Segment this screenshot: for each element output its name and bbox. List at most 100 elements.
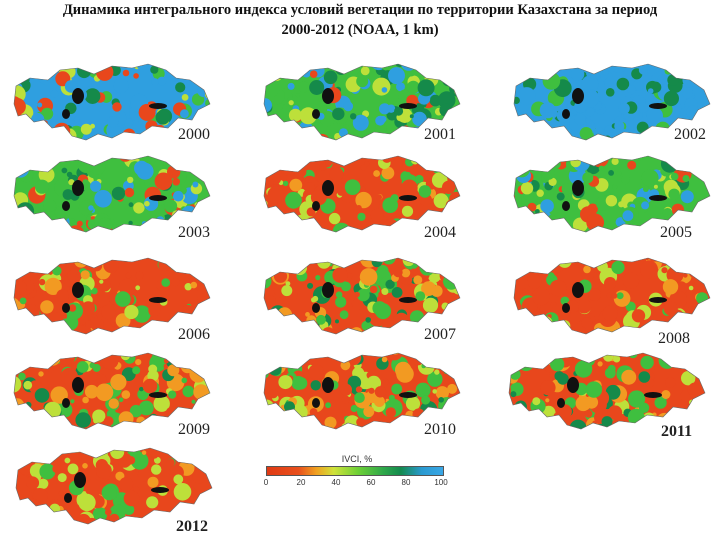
vegetation-patch [437,91,456,109]
vegetation-patch [678,156,690,164]
vegetation-patch [266,326,284,334]
vegetation-patch [16,451,22,464]
vegetation-patch [530,261,541,272]
vegetation-patch [35,215,50,230]
legend-title: IVCI, % [341,454,373,464]
vegetation-patch [208,188,210,200]
vegetation-patch [306,64,312,66]
water-body [322,377,334,393]
vegetation-patch [324,416,337,429]
vegetation-patch [30,314,44,327]
vegetation-patch [30,328,38,334]
vegetation-patch [22,263,34,275]
legend-tick: 40 [331,478,341,487]
vegetation-patch [39,449,48,458]
kazakhstan-map-2010 [263,352,461,430]
vegetation-patch [52,266,62,276]
vegetation-patch [57,473,67,483]
vegetation-patch [518,161,526,169]
vegetation-patch [701,55,705,59]
vegetation-patch [200,358,210,376]
vegetation-patch [524,322,541,334]
vegetation-patch [66,171,73,178]
vegetation-patch [542,72,561,90]
country-border [263,155,461,233]
vegetation-patch [593,64,601,67]
vegetation-patch [374,386,387,398]
vegetation-patch [105,508,112,516]
vegetation-patch [266,267,274,275]
map-2009: 2009 [8,345,218,441]
vegetation-patch [264,119,276,133]
vegetation-patch [415,156,426,162]
vegetation-patch [432,56,437,61]
vegetation-patch [4,386,14,396]
vegetation-patch [447,113,452,119]
vegetation-patch [118,51,130,63]
vegetation-patch [312,295,319,302]
vegetation-patch [613,290,631,307]
map-2006: 2006 [8,250,218,346]
vegetation-patch [34,319,53,334]
vegetation-patch [529,258,545,261]
vegetation-patch [288,108,302,122]
kazakhstan-map-2002 [513,55,711,141]
vegetation-patch [514,96,520,105]
vegetation-patch [45,353,61,366]
vegetation-patch [277,199,286,208]
vegetation-patch [346,250,352,256]
vegetation-patch [208,314,210,321]
vegetation-patch [84,478,103,497]
kazakhstan-map-2008 [513,257,711,335]
country-border [13,257,211,335]
vegetation-patch [700,73,707,80]
vegetation-patch [289,64,295,70]
vegetation-patch [514,132,525,140]
vegetation-patch [393,258,404,260]
legend-tick: 60 [366,478,376,487]
vegetation-patch [107,116,119,128]
water-body [649,103,667,109]
vegetation-patch [33,329,46,334]
vegetation-patch [14,324,19,334]
kazakhstan-map-2003 [13,155,211,233]
vegetation-patch [68,304,77,312]
vegetation-patch [514,423,526,429]
vegetation-patch [631,309,646,323]
vegetation-patch [400,127,407,133]
vegetation-patch [140,325,147,332]
vegetation-patch [457,374,460,379]
vegetation-patch [190,64,200,73]
vegetation-patch [14,258,27,271]
vegetation-patch [585,395,599,409]
vegetation-patch [39,156,48,157]
vegetation-patch [661,267,668,274]
vegetation-patch [192,469,206,484]
legend-color-ramp [266,466,444,476]
vegetation-patch [434,369,440,375]
vegetation-patch [354,392,365,403]
vegetation-patch [417,79,435,97]
vegetation-patch [264,98,272,113]
vegetation-patch [14,165,18,180]
vegetation-patch [677,265,683,271]
vegetation-patch [184,157,201,174]
vegetation-patch [658,353,676,369]
vegetation-patch [393,312,410,330]
vegetation-patch [271,404,278,411]
vegetation-patch [52,464,61,473]
water-body [149,103,167,109]
vegetation-patch [535,209,540,214]
vegetation-patch [411,268,416,273]
vegetation-patch [549,279,567,297]
vegetation-patch [539,316,553,329]
vegetation-patch [172,258,180,263]
vegetation-patch [205,502,212,515]
vegetation-patch [509,425,520,429]
vegetation-patch [121,258,127,260]
vegetation-patch [552,219,567,232]
map-2002: 2002 [508,56,718,152]
vegetation-patch [80,64,97,67]
vegetation-patch [527,202,537,212]
vegetation-patch [103,416,114,426]
